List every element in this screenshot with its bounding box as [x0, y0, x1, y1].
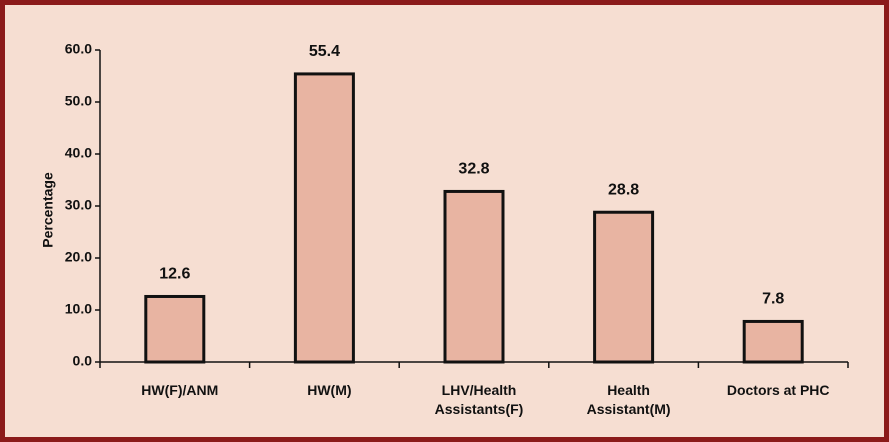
bar: [144, 294, 206, 364]
x-tick-label: HW(M): [307, 382, 352, 398]
chart: Percentage 0.0 10.0 20.0 30.0 40.0 50.0 60.0 12…: [40, 41, 849, 369]
bar: [293, 72, 355, 364]
y-tick-label: 20.0: [65, 249, 92, 265]
x-tick-label: HW(F)/ANM: [141, 382, 219, 398]
data-label: 55.4: [309, 43, 340, 60]
data-label: 7.8: [762, 291, 784, 308]
x-tick-label: Doctors at PHC: [726, 382, 830, 398]
y-tick-label: 30.0: [65, 197, 92, 213]
y-tick-label: 0.0: [73, 353, 93, 369]
x-tick-label: Health Assistant(M): [586, 382, 671, 417]
data-label: 12.6: [159, 266, 190, 283]
bar: [593, 210, 655, 364]
data-label: 32.8: [458, 161, 489, 178]
x-tick-label: LHV/Health Assistants(F): [434, 382, 524, 417]
y-tick-label: 40.0: [65, 145, 92, 161]
y-axis-label: Percentage: [40, 172, 56, 248]
y-tick-label: 50.0: [65, 93, 92, 109]
bar: [742, 319, 804, 364]
data-label: 28.8: [608, 181, 639, 198]
bar: [443, 189, 505, 364]
y-tick-label: 10.0: [65, 301, 92, 317]
y-tick-label: 60.0: [65, 41, 92, 57]
